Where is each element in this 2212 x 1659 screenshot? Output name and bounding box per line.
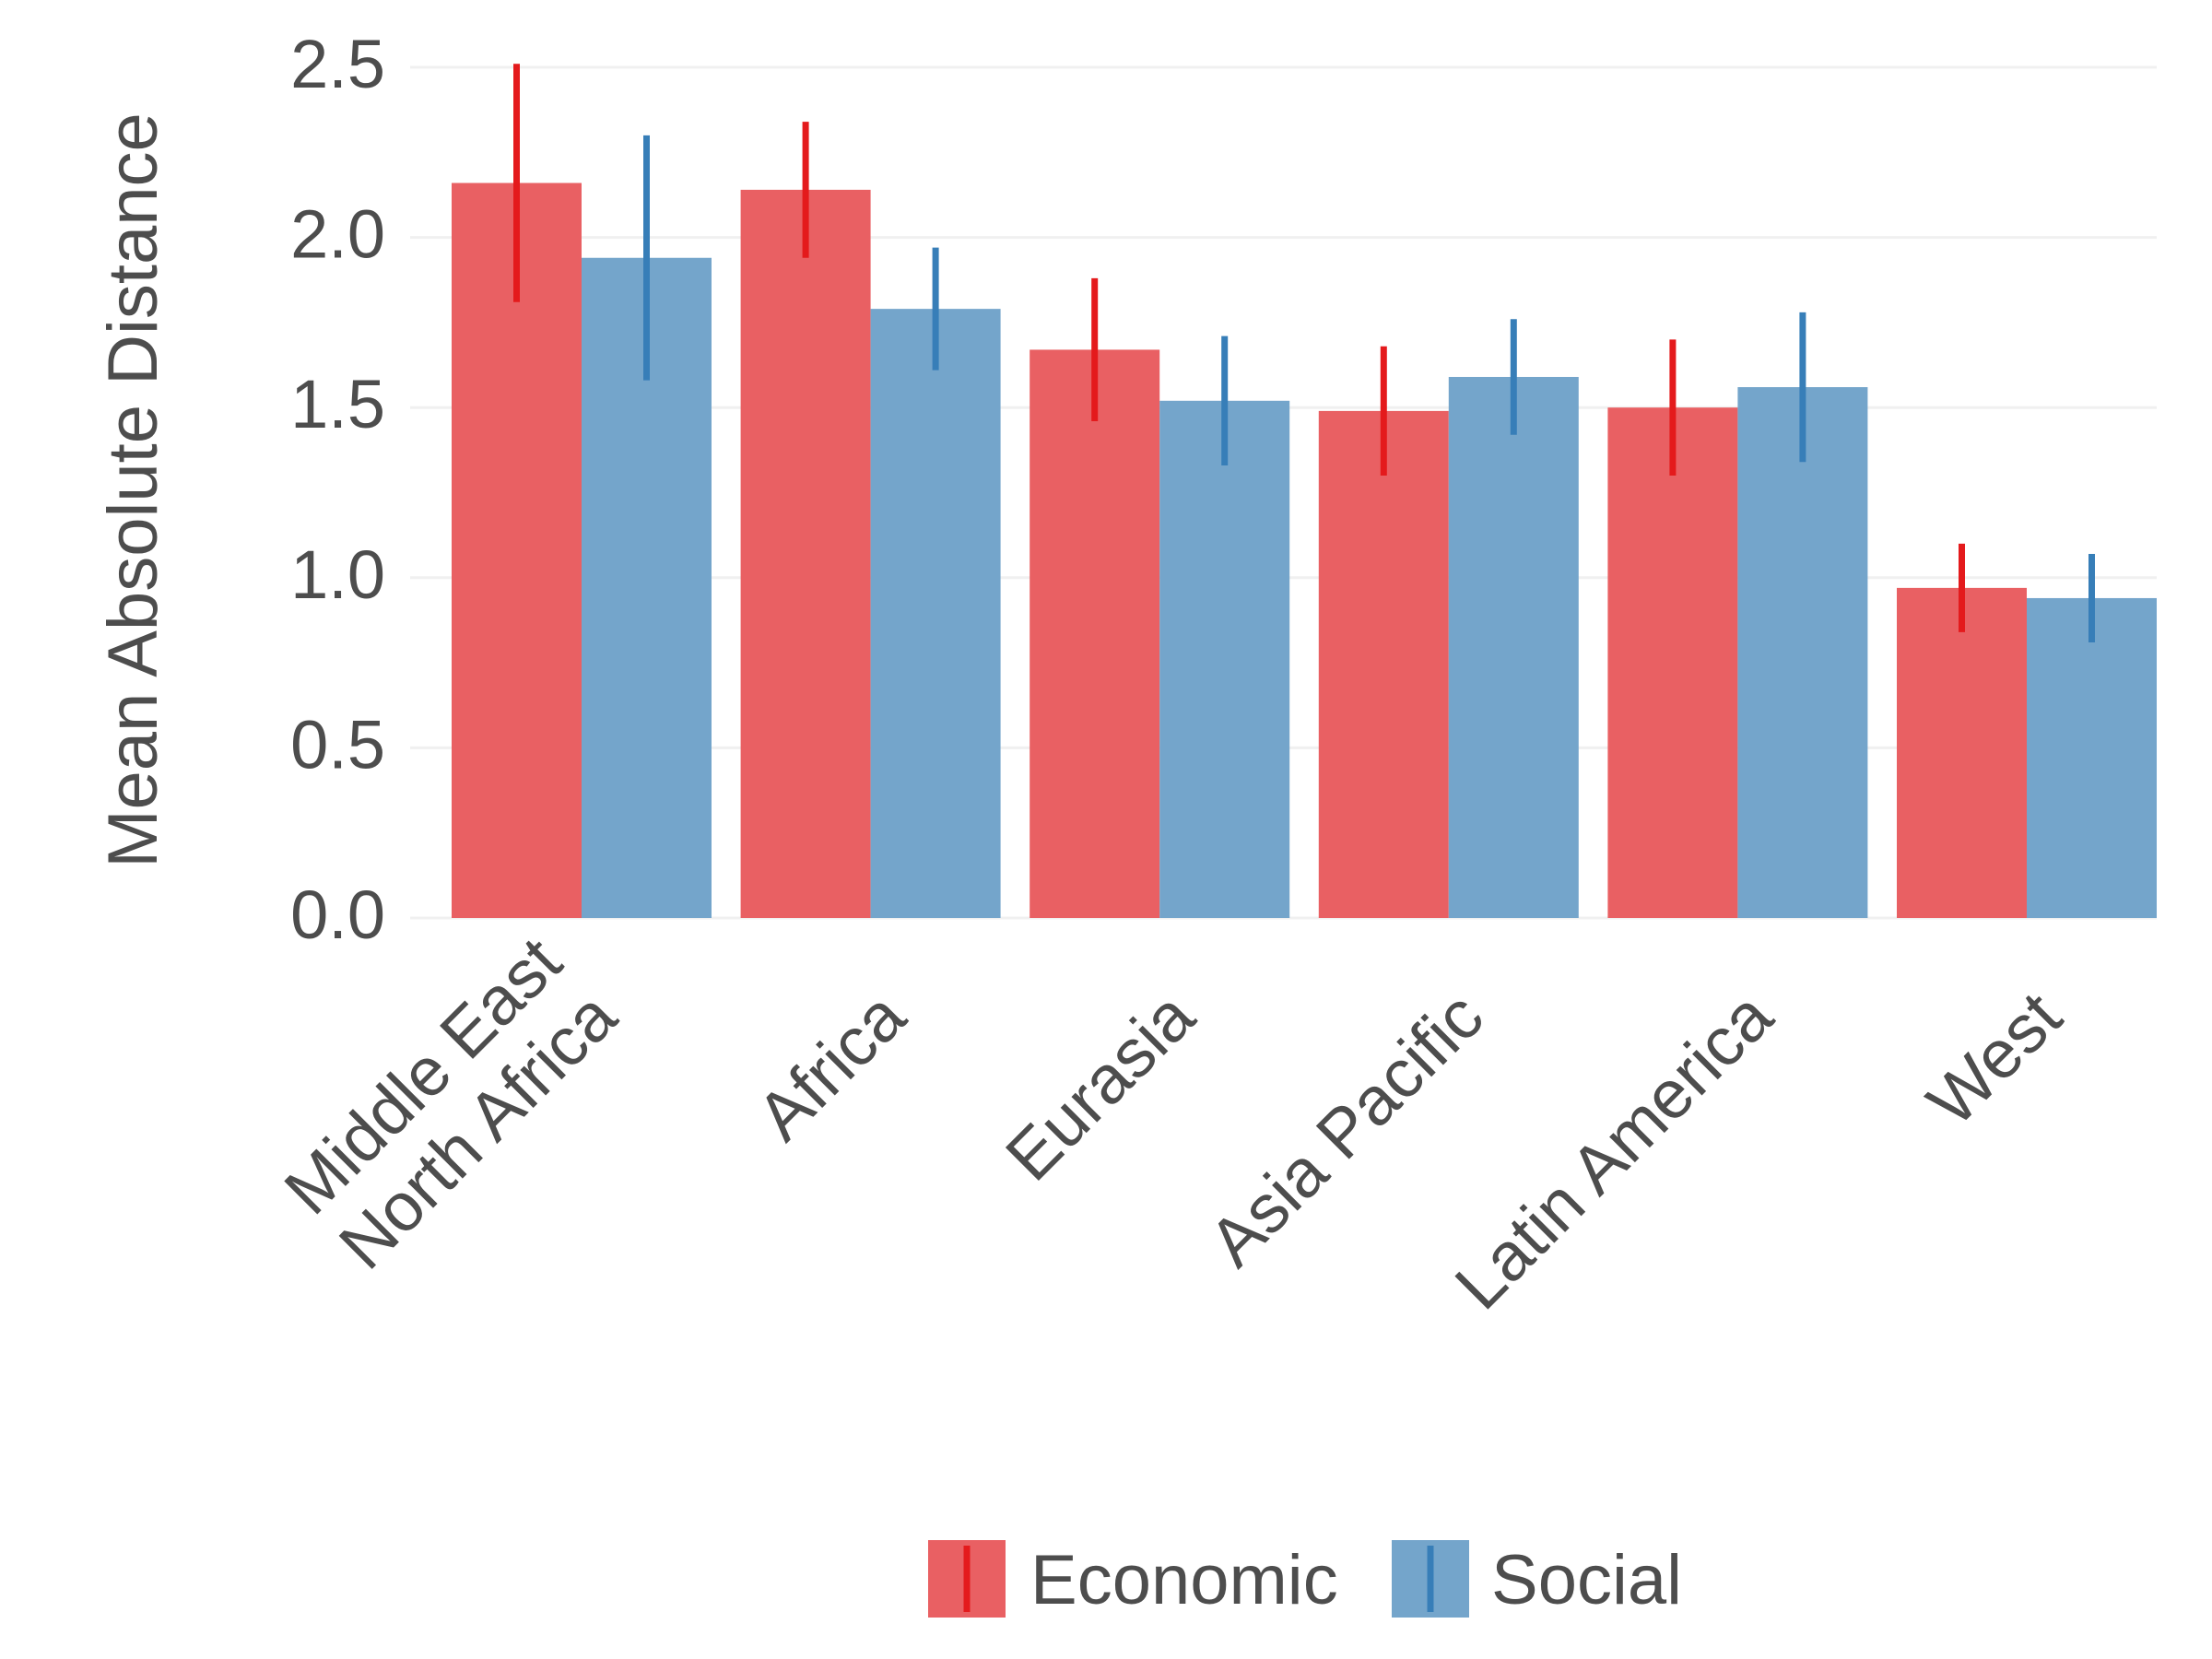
- bar-economic: [740, 189, 871, 919]
- legend: Economic Social: [928, 1540, 1682, 1619]
- legend-key-economic: [928, 1540, 1006, 1618]
- legend-key-social: [1392, 1540, 1469, 1618]
- x-tick-label-line: Africa: [742, 977, 920, 1155]
- x-tick-label: Eurasia: [991, 977, 1209, 1195]
- bar-social: [1448, 376, 1579, 918]
- bar-social: [2027, 597, 2157, 918]
- x-tick-label: Asia Pacific: [1194, 977, 1498, 1280]
- x-tick-label-line: West: [1912, 977, 2076, 1140]
- legend-label-social: Social: [1491, 1541, 1682, 1619]
- bars: [452, 182, 2157, 919]
- bar-social: [1159, 400, 1290, 918]
- bar-economic: [1030, 349, 1160, 918]
- y-tick-label: 2.5: [290, 26, 385, 102]
- x-tick-label-line: Asia Pacific: [1194, 977, 1498, 1280]
- y-tick-label: 2.0: [290, 196, 385, 273]
- bar-social: [1737, 387, 1868, 919]
- y-tick-label: 0.5: [290, 706, 385, 782]
- y-tick-label: 1.5: [290, 366, 385, 442]
- y-tick-label: 0.0: [290, 877, 385, 953]
- y-axis-title: Mean Absolute Distance: [94, 112, 172, 868]
- x-tick-label: Africa: [742, 977, 920, 1155]
- error-bars: [513, 64, 2095, 642]
- y-axis-ticks: 0.0 0.5 1.0 1.5 2.0 2.5: [290, 26, 385, 953]
- legend-label-economic: Economic: [1030, 1541, 1338, 1619]
- bar-economic: [1607, 407, 1738, 918]
- bar-economic: [1897, 587, 2027, 918]
- bar-social: [870, 309, 1001, 919]
- x-tick-label-line: Eurasia: [991, 977, 1209, 1195]
- y-tick-label: 1.0: [290, 536, 385, 613]
- bar-economic: [452, 182, 582, 918]
- bar-economic: [1318, 410, 1449, 919]
- x-tick-label: West: [1912, 977, 2076, 1140]
